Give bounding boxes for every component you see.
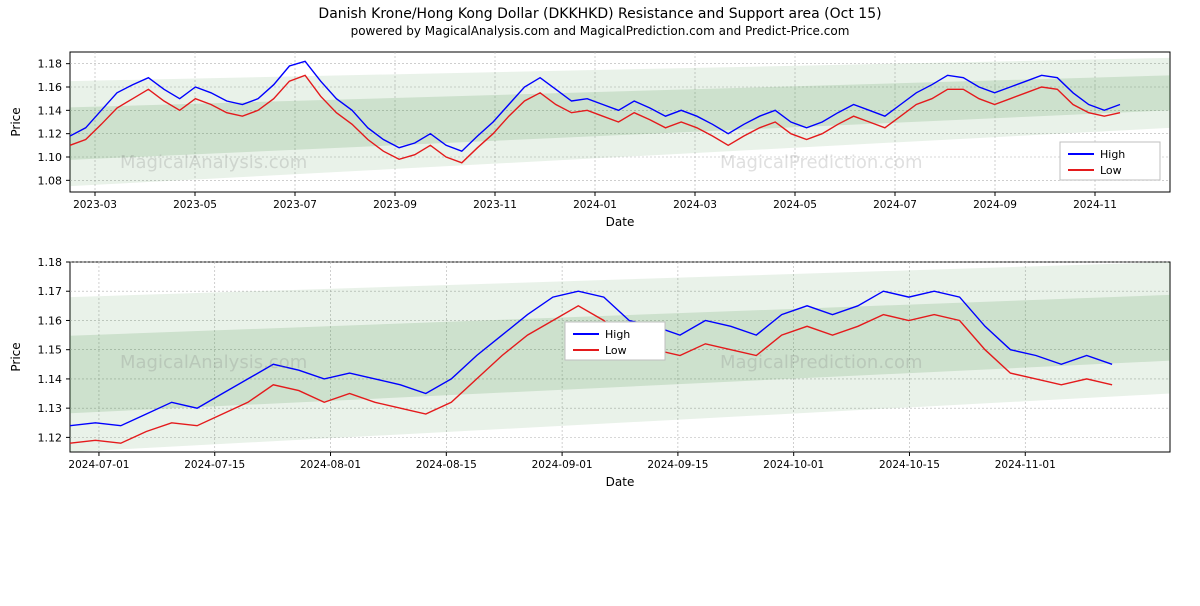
xtick-label: 2023-07 (273, 199, 317, 211)
ytick-label: 1.14 (38, 373, 63, 386)
x-axis-label: Date (606, 475, 635, 489)
ytick-label: 1.15 (38, 344, 63, 357)
xtick-label: 2024-07 (873, 199, 917, 211)
ytick-label: 1.10 (38, 151, 63, 164)
xtick-label: 2023-05 (173, 199, 217, 211)
bottom-chart-container: 1.12 1.13 1.14 1.15 1.16 1.17 1.18 2024-07-01 20… (0, 252, 1200, 512)
ytick-label: 1.12 (38, 431, 63, 444)
xtick-label: 2024-03 (673, 199, 717, 211)
ytick-label: 1.16 (38, 314, 63, 327)
chart-subtitle: powered by MagicalAnalysis.com and Magic… (0, 24, 1200, 38)
top-chart-svg: 1.08 1.10 1.12 1.14 1.16 1.18 2023-03 2023-05 20… (0, 42, 1200, 252)
x-axis-label: Date (606, 215, 635, 229)
xtick-label: 2024-07-15 (184, 459, 245, 471)
top-chart-container: 1.08 1.10 1.12 1.14 1.16 1.18 2023-03 2023-05 20… (0, 42, 1200, 252)
ytick-label: 1.12 (38, 128, 63, 141)
xtick-label: 2024-07-01 (68, 459, 129, 471)
xtick-label: 2024-08-15 (416, 459, 477, 471)
xtick-label: 2024-08-01 (300, 459, 361, 471)
ytick-label: 1.08 (38, 174, 63, 187)
xtick-label: 2023-11 (473, 199, 517, 211)
ytick-label: 1.14 (38, 104, 63, 117)
xtick-label: 2023-09 (373, 199, 417, 211)
legend-high-label: High (1100, 148, 1125, 161)
xtick-label: 2024-11-01 (995, 459, 1056, 471)
ytick-label: 1.13 (38, 402, 63, 415)
ytick-label: 1.16 (38, 81, 63, 94)
xtick-label: 2024-11 (1073, 199, 1117, 211)
xtick-label: 2024-09-15 (647, 459, 708, 471)
xtick-label: 2024-09 (973, 199, 1017, 211)
y-axis-label: Price (9, 342, 23, 371)
xtick-label: 2024-10-15 (879, 459, 940, 471)
xtick-label: 2024-01 (573, 199, 617, 211)
xtick-label: 2023-03 (73, 199, 117, 211)
xtick-label: 2024-10-01 (763, 459, 824, 471)
legend-high-label: High (605, 328, 630, 341)
legend-low-label: Low (605, 344, 627, 357)
xtick-label: 2024-05 (773, 199, 817, 211)
ytick-label: 1.18 (38, 256, 63, 269)
xtick-label: 2024-09-01 (532, 459, 593, 471)
y-axis-label: Price (9, 107, 23, 136)
ytick-label: 1.18 (38, 58, 63, 71)
ytick-label: 1.17 (38, 285, 63, 298)
bottom-chart-svg: 1.12 1.13 1.14 1.15 1.16 1.17 1.18 2024-07-01 20… (0, 252, 1200, 512)
legend-low-label: Low (1100, 164, 1122, 177)
chart-title: Danish Krone/Hong Kong Dollar (DKKHKD) R… (0, 6, 1200, 22)
